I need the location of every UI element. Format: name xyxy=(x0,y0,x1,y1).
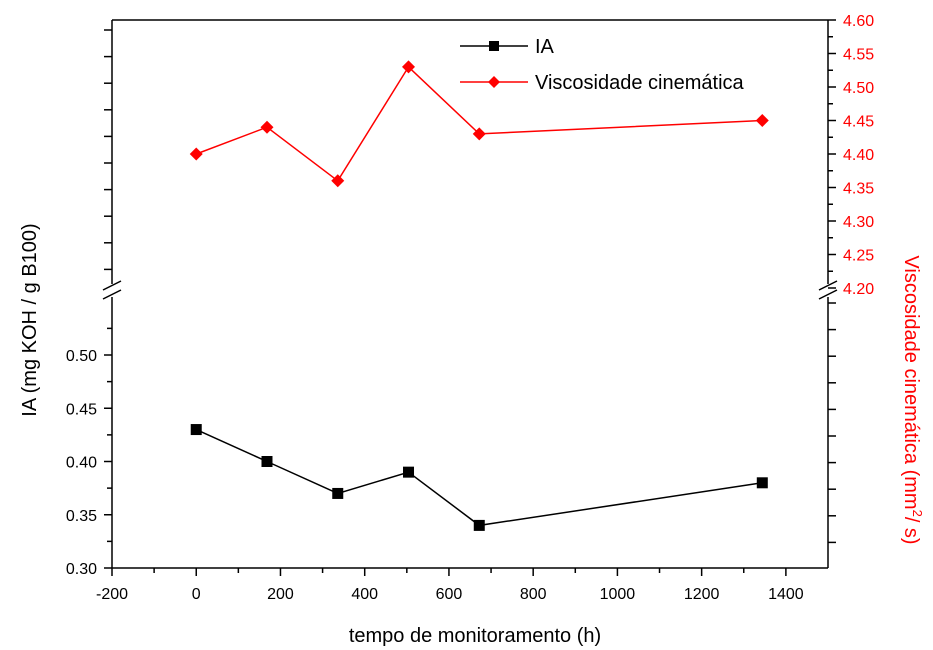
x-tick-label: 400 xyxy=(351,586,378,603)
data-point-viscosidade xyxy=(260,120,274,134)
y-axis-right-title-suffix: / s) xyxy=(900,517,922,545)
data-point-ia xyxy=(261,456,273,467)
legend-visc-label: Viscosidade cinemática xyxy=(535,72,745,94)
y-right-tick-label: 4.60 xyxy=(843,13,874,30)
x-tick-label: 800 xyxy=(520,586,547,603)
x-ticks: -200 0 200 400 600 800 1000 1200 1400 xyxy=(96,568,804,603)
y-right-tick-label: 4.40 xyxy=(843,147,874,164)
axis-break-right xyxy=(818,280,838,300)
x-tick-label: 200 xyxy=(267,586,294,603)
data-point-ia xyxy=(332,487,344,499)
x-tick-label: 0 xyxy=(192,586,201,603)
data-point-ia xyxy=(473,519,485,531)
y-axis-right-title-prefix: Viscosidade cinemática (mm xyxy=(900,255,922,509)
data-point-ia xyxy=(403,466,415,478)
y-right-tick-label: 4.55 xyxy=(843,47,874,64)
data-point-viscosidade xyxy=(402,60,416,74)
data-point-viscosidade xyxy=(331,174,345,188)
y-ticks-left: 0.30 0.35 0.40 0.45 0.50 xyxy=(66,327,112,578)
series-layer xyxy=(189,60,769,531)
y-right-tick-label: 4.35 xyxy=(843,181,874,198)
y-axis-right-title: Viscosidade cinemática (mm2/ s) xyxy=(900,255,925,544)
y-right-tick-label: 4.20 xyxy=(843,281,874,298)
y-right-tick-label: 4.25 xyxy=(843,248,874,265)
data-point-viscosidade xyxy=(189,147,203,161)
upper-left-minor-ticks xyxy=(104,29,112,271)
y-right-tick-label: 4.45 xyxy=(843,114,874,131)
y-left-tick-label: 0.50 xyxy=(66,348,97,365)
y-axis-right-title-sup: 2 xyxy=(910,510,925,517)
y-left-tick-label: 0.30 xyxy=(66,561,97,578)
axis-break-left xyxy=(102,280,122,300)
axes xyxy=(102,19,838,569)
y-right-tick-label: 4.30 xyxy=(843,214,874,231)
y-ticks-right: 4.20 4.25 4.30 4.35 4.40 4.45 4.50 4.55 4.60 xyxy=(828,13,874,544)
data-point-ia xyxy=(190,424,202,436)
y-right-tick-label: 4.50 xyxy=(843,80,874,97)
x-tick-label: 600 xyxy=(436,586,463,603)
legend-ia-marker xyxy=(489,41,499,51)
legend-ia-label: IA xyxy=(535,36,555,58)
legend-visc-marker xyxy=(488,76,500,88)
data-point-viscosidade xyxy=(755,114,769,127)
x-tick-label: -200 xyxy=(96,586,128,603)
series-line-viscosidade xyxy=(195,65,763,182)
y-axis-left-title: IA (mg KOH / g B100) xyxy=(19,223,41,416)
x-tick-label: 1400 xyxy=(768,586,804,603)
series-line-ia xyxy=(195,428,763,527)
legend: IA Viscosidade cinemática xyxy=(460,36,745,94)
y-left-tick-label: 0.40 xyxy=(66,455,97,472)
x-axis-title: tempo de monitoramento (h) xyxy=(349,625,601,647)
data-point-ia xyxy=(756,477,768,489)
y-left-tick-label: 0.35 xyxy=(66,508,97,525)
y-left-tick-label: 0.45 xyxy=(66,401,97,418)
x-tick-label: 1200 xyxy=(684,586,720,603)
x-tick-label: 1000 xyxy=(600,586,636,603)
data-point-viscosidade xyxy=(472,127,486,141)
